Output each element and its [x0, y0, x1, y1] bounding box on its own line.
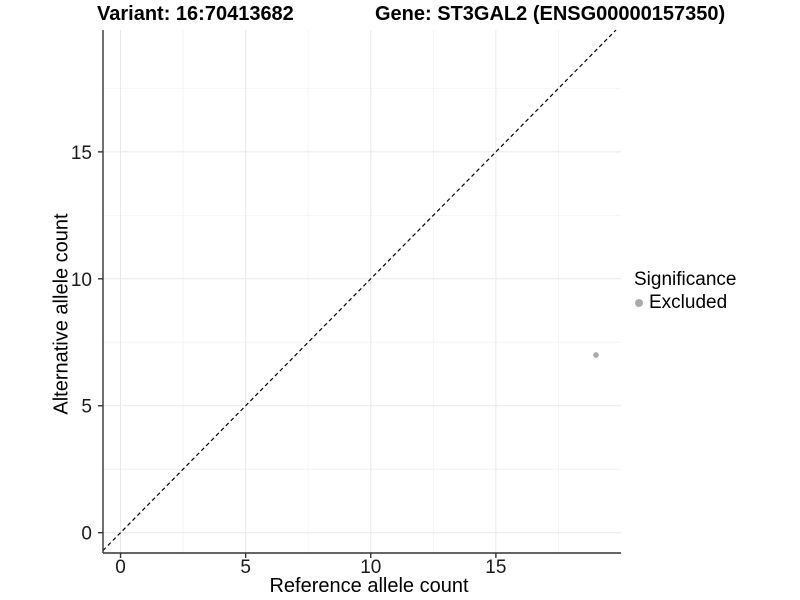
excluded-point-icon — [635, 298, 643, 307]
x-axis-title: Reference allele count — [269, 575, 469, 597]
x-tick-label: 10 — [360, 557, 381, 578]
identity-line — [102, 29, 617, 551]
y-tick-label: 5 — [81, 397, 92, 418]
data-point — [593, 352, 599, 358]
y-axis-title: Alternative allele count — [50, 213, 73, 415]
y-tick-label: 15 — [71, 143, 92, 164]
gene-title: Gene: ST3GAL2 (ENSG00000157350) — [375, 3, 726, 25]
legend-item-label: Excluded — [649, 292, 728, 313]
variant-title: Variant: 16:70413682 — [97, 3, 294, 25]
legend-title: Significance — [634, 269, 737, 290]
x-tick-label: 5 — [240, 557, 251, 578]
legend: Significance Excluded — [632, 268, 736, 314]
y-tick-label: 10 — [71, 270, 92, 291]
x-tick-label: 0 — [115, 557, 126, 578]
legend-item-excluded: Excluded — [632, 291, 736, 314]
x-tick-label: 15 — [485, 557, 506, 578]
y-tick-label: 0 — [81, 524, 92, 545]
